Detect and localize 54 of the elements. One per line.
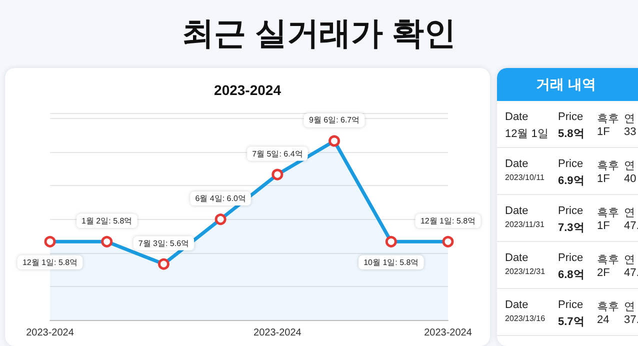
text: Price	[558, 158, 584, 170]
text: 2023/13/16	[505, 314, 546, 323]
data-label: 10월 1일: 5.8억	[364, 258, 419, 267]
text: 연	[624, 253, 635, 267]
text: Date	[505, 299, 528, 311]
text: 5.8억	[558, 127, 584, 141]
text: 연	[624, 159, 635, 173]
text: 33	[624, 126, 636, 138]
text: 2023/10/11	[505, 173, 544, 182]
text: 6.8억	[558, 268, 584, 282]
text: 7.3억	[558, 221, 584, 235]
text: Date	[505, 205, 528, 217]
text: 연	[624, 112, 635, 126]
text: 흑후	[597, 112, 619, 126]
text: Date	[505, 158, 528, 170]
data-label: 6월 4일: 6.0억	[195, 194, 246, 204]
text: 연	[624, 206, 635, 220]
x-tick-label: 2023-2024	[254, 328, 302, 338]
data-label: 1월 2일: 5.8억	[82, 216, 132, 226]
text: 37.	[624, 314, 638, 326]
text: 흑후	[597, 253, 619, 267]
text: 1F	[597, 126, 610, 138]
x-tick-label: 2023-2024	[26, 328, 74, 338]
text: Date	[505, 111, 528, 123]
text: 47.	[624, 220, 638, 232]
text: 2023/11/31	[505, 220, 544, 229]
data-label: 9월 6일: 6.7억	[308, 116, 360, 125]
text: Price	[558, 299, 584, 311]
text: 1F	[597, 220, 610, 232]
data-label: 12월 1일: 5.8억	[22, 258, 78, 267]
text: 12월 1일	[505, 127, 548, 141]
text: Price	[558, 111, 584, 123]
text: 흑후	[597, 206, 619, 220]
x-tick-label: 2023-2024	[424, 328, 472, 338]
chart-title: 최근 실거래가 확인	[181, 14, 457, 53]
text: 1F	[597, 173, 610, 185]
text: 6.9억	[558, 174, 584, 188]
data-label: 7월 3일: 5.6억	[138, 238, 190, 248]
text: Price	[558, 205, 584, 217]
text: 24	[597, 314, 610, 326]
data-label: 7월 5일: 6.4억	[252, 149, 303, 158]
chart-subtitle: 2023-2024	[214, 82, 282, 98]
text: 40	[624, 173, 636, 185]
text: 5.7억	[558, 315, 584, 329]
text: 흑후	[597, 300, 619, 314]
text: 흑후	[597, 159, 619, 173]
text: 47.	[624, 267, 638, 279]
data-label: 12월 1일: 5.8억	[420, 216, 476, 226]
text: 2F	[597, 267, 610, 279]
text: 연	[624, 300, 635, 314]
text: Price	[558, 252, 584, 264]
text: Date	[505, 252, 528, 264]
text: 2023/12/31	[505, 267, 546, 276]
text: 거래 내역	[497, 68, 638, 101]
